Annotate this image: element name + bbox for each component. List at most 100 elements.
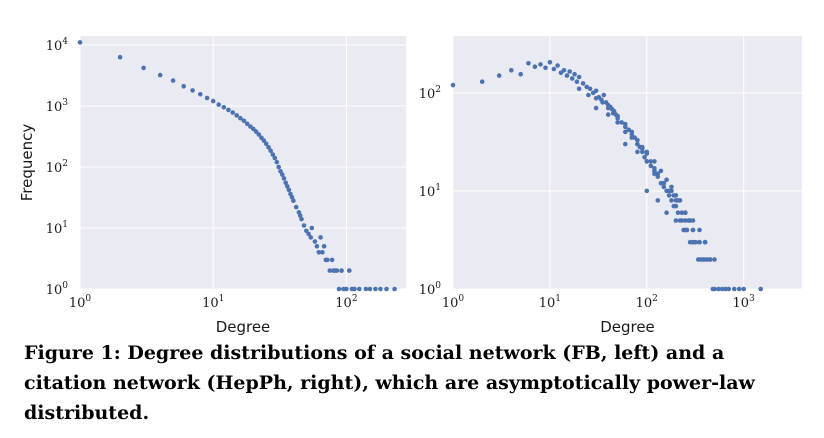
- chart-fb-degree-distribution: 100 101 102 100 101 102 103 104 Degree Frequency: [18, 36, 406, 336]
- data-point: [644, 149, 650, 155]
- data-point: [712, 286, 717, 292]
- data-point: [170, 78, 176, 83]
- data-point: [640, 144, 645, 150]
- plot-area: [453, 36, 802, 289]
- x-tick-label: 101: [202, 294, 224, 311]
- x-tick-label: 103: [733, 294, 756, 311]
- data-point: [669, 198, 674, 203]
- data-point: [378, 286, 383, 292]
- data-point: [564, 73, 570, 78]
- data-point: [234, 113, 239, 118]
- data-point: [669, 188, 674, 194]
- x-tick-label: 101: [539, 294, 561, 311]
- data-point: [532, 64, 538, 69]
- data-point: [226, 107, 231, 113]
- data-point: [623, 121, 628, 127]
- data-point: [593, 105, 599, 111]
- data-point: [210, 98, 216, 104]
- data-point: [702, 239, 708, 245]
- data-point: [648, 159, 654, 164]
- data-point: [272, 155, 278, 161]
- data-point: [719, 286, 725, 292]
- chart-hepph-degree-distribution: 100 101 102 103 100 101 102 Degree: [419, 36, 802, 336]
- data-point: [301, 223, 307, 228]
- data-point: [615, 113, 620, 119]
- data-point: [673, 218, 679, 223]
- data-point: [644, 188, 650, 194]
- data-point: [551, 66, 557, 72]
- data-point: [77, 40, 83, 45]
- data-points: [77, 40, 397, 292]
- data-point: [216, 102, 221, 107]
- data-point: [312, 239, 318, 244]
- x-axis-label: Degree: [216, 318, 271, 336]
- data-point: [190, 88, 195, 93]
- plot-area: [80, 36, 406, 289]
- data-point: [664, 177, 669, 183]
- data-point: [677, 198, 683, 203]
- data-point: [306, 231, 311, 237]
- data-point: [586, 92, 591, 98]
- data-point: [683, 210, 688, 215]
- data-point: [576, 74, 582, 80]
- data-point: [655, 171, 661, 176]
- data-point: [666, 193, 672, 198]
- data-point: [241, 118, 247, 124]
- x-tick-label: 100: [69, 294, 92, 311]
- data-point: [538, 62, 543, 67]
- data-point: [274, 159, 280, 165]
- data-point: [640, 149, 645, 155]
- data-point: [268, 148, 274, 153]
- data-point: [619, 120, 624, 125]
- data-point: [741, 286, 746, 292]
- figure-caption: Figure 1: Degree distributions of a soci…: [24, 342, 755, 424]
- x-tick-label: 100: [442, 294, 465, 311]
- data-point: [320, 250, 325, 255]
- data-point: [642, 155, 647, 160]
- data-point: [316, 250, 322, 255]
- data-point: [289, 194, 295, 200]
- data-point: [635, 141, 640, 147]
- y-tick-label: 104: [46, 37, 69, 54]
- data-point: [673, 193, 679, 198]
- data-point: [285, 184, 290, 189]
- data-point: [141, 65, 146, 71]
- data-point: [593, 96, 599, 101]
- x-tick-label: 102: [335, 294, 357, 311]
- data-point: [450, 82, 456, 88]
- data-point: [117, 54, 123, 60]
- data-point: [652, 166, 657, 171]
- data-point: [610, 110, 616, 116]
- data-point: [664, 210, 669, 215]
- data-point: [256, 132, 262, 137]
- data-point: [526, 61, 531, 66]
- data-point: [623, 141, 628, 147]
- data-point: [652, 159, 657, 164]
- data-point: [623, 129, 628, 135]
- data-point: [658, 168, 664, 174]
- data-point: [669, 184, 674, 190]
- data-point: [683, 227, 688, 233]
- data-point: [673, 198, 679, 203]
- gridlines: [452, 36, 802, 290]
- data-point: [314, 244, 320, 249]
- data-point: [600, 100, 605, 105]
- data-point: [576, 86, 582, 92]
- gridlines: [79, 36, 406, 290]
- data-point: [363, 286, 369, 292]
- data-point: [291, 198, 296, 203]
- data-point: [697, 227, 702, 233]
- data-point: [299, 216, 304, 222]
- data-point: [230, 110, 235, 115]
- data-point: [543, 65, 548, 71]
- data-point: [479, 79, 485, 84]
- data-point: [584, 84, 589, 90]
- data-point: [712, 257, 717, 262]
- data-point: [286, 187, 292, 193]
- data-point: [293, 204, 299, 210]
- y-tick-label: 101: [46, 220, 68, 237]
- data-point: [707, 257, 713, 262]
- data-point: [655, 198, 661, 203]
- y-tick-label: 102: [46, 159, 68, 176]
- data-point: [266, 145, 271, 150]
